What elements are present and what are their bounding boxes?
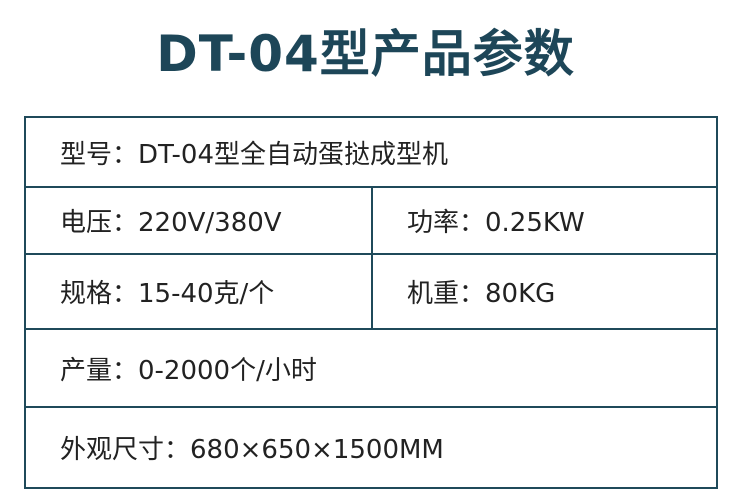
page-title: DT-04型产品参数 bbox=[156, 25, 575, 83]
spec-row-voltage-power: 电压：220V/380V 功率：0.25KW bbox=[26, 188, 716, 255]
spec-voltage: 电压：220V/380V bbox=[26, 188, 373, 253]
spec-table: 型号：DT-04型全自动蛋挞成型机 电压：220V/380V 功率：0.25KW… bbox=[24, 116, 718, 489]
spec-row-size-weight: 规格：15-40克/个 机重：80KG bbox=[26, 255, 716, 330]
spec-row-dimensions: 外观尺寸：680×650×1500MM bbox=[26, 408, 716, 487]
spec-output: 产量：0-2000个/小时 bbox=[60, 355, 317, 386]
spec-model: 型号：DT-04型全自动蛋挞成型机 bbox=[60, 139, 448, 170]
spec-row-model: 型号：DT-04型全自动蛋挞成型机 bbox=[26, 118, 716, 188]
spec-power: 功率：0.25KW bbox=[407, 208, 585, 238]
spec-weight: 机重：80KG bbox=[407, 279, 556, 309]
spec-dimensions: 外观尺寸：680×650×1500MM bbox=[60, 435, 444, 465]
spec-spec: 规格：15-40克/个 bbox=[26, 255, 373, 328]
spec-row-output: 产量：0-2000个/小时 bbox=[26, 330, 716, 408]
